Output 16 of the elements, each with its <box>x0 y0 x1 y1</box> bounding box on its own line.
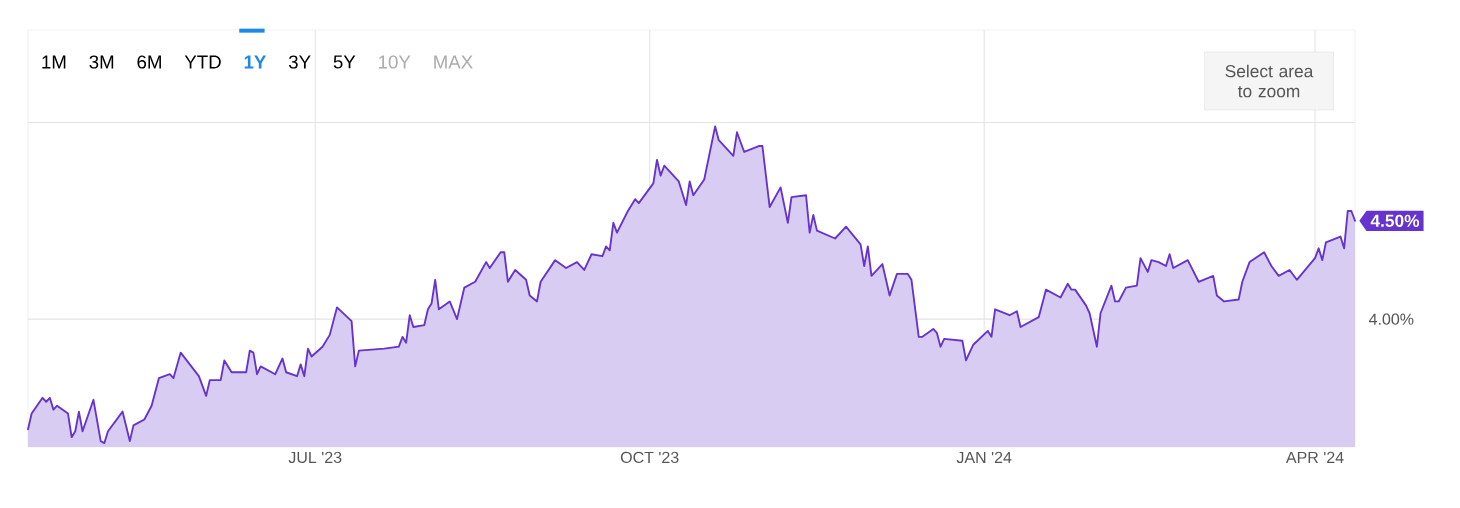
annotation: MAX <box>434 55 473 69</box>
y-tick-label: 4.50% <box>1370 214 1420 227</box>
annotation: 3M <box>89 55 114 69</box>
annotation: 6M <box>137 55 161 69</box>
x-tick-label: JUL '23 <box>288 451 342 464</box>
annotation: 1M <box>42 55 66 69</box>
annotation: 1Y <box>244 55 267 69</box>
annotation: 3Y <box>288 55 311 69</box>
x-tick-label: APR '24 <box>1285 451 1344 463</box>
annotation: Select area to zoom <box>1225 64 1314 98</box>
annotation: 10Y <box>379 55 411 69</box>
x-tick-label: JAN '24 <box>956 451 1012 464</box>
y-tick-label: 4.00% <box>1368 313 1414 325</box>
annotation: YTD <box>184 55 221 69</box>
x-tick-label: OCT '23 <box>620 451 679 464</box>
annotation: 5Y <box>333 55 356 69</box>
